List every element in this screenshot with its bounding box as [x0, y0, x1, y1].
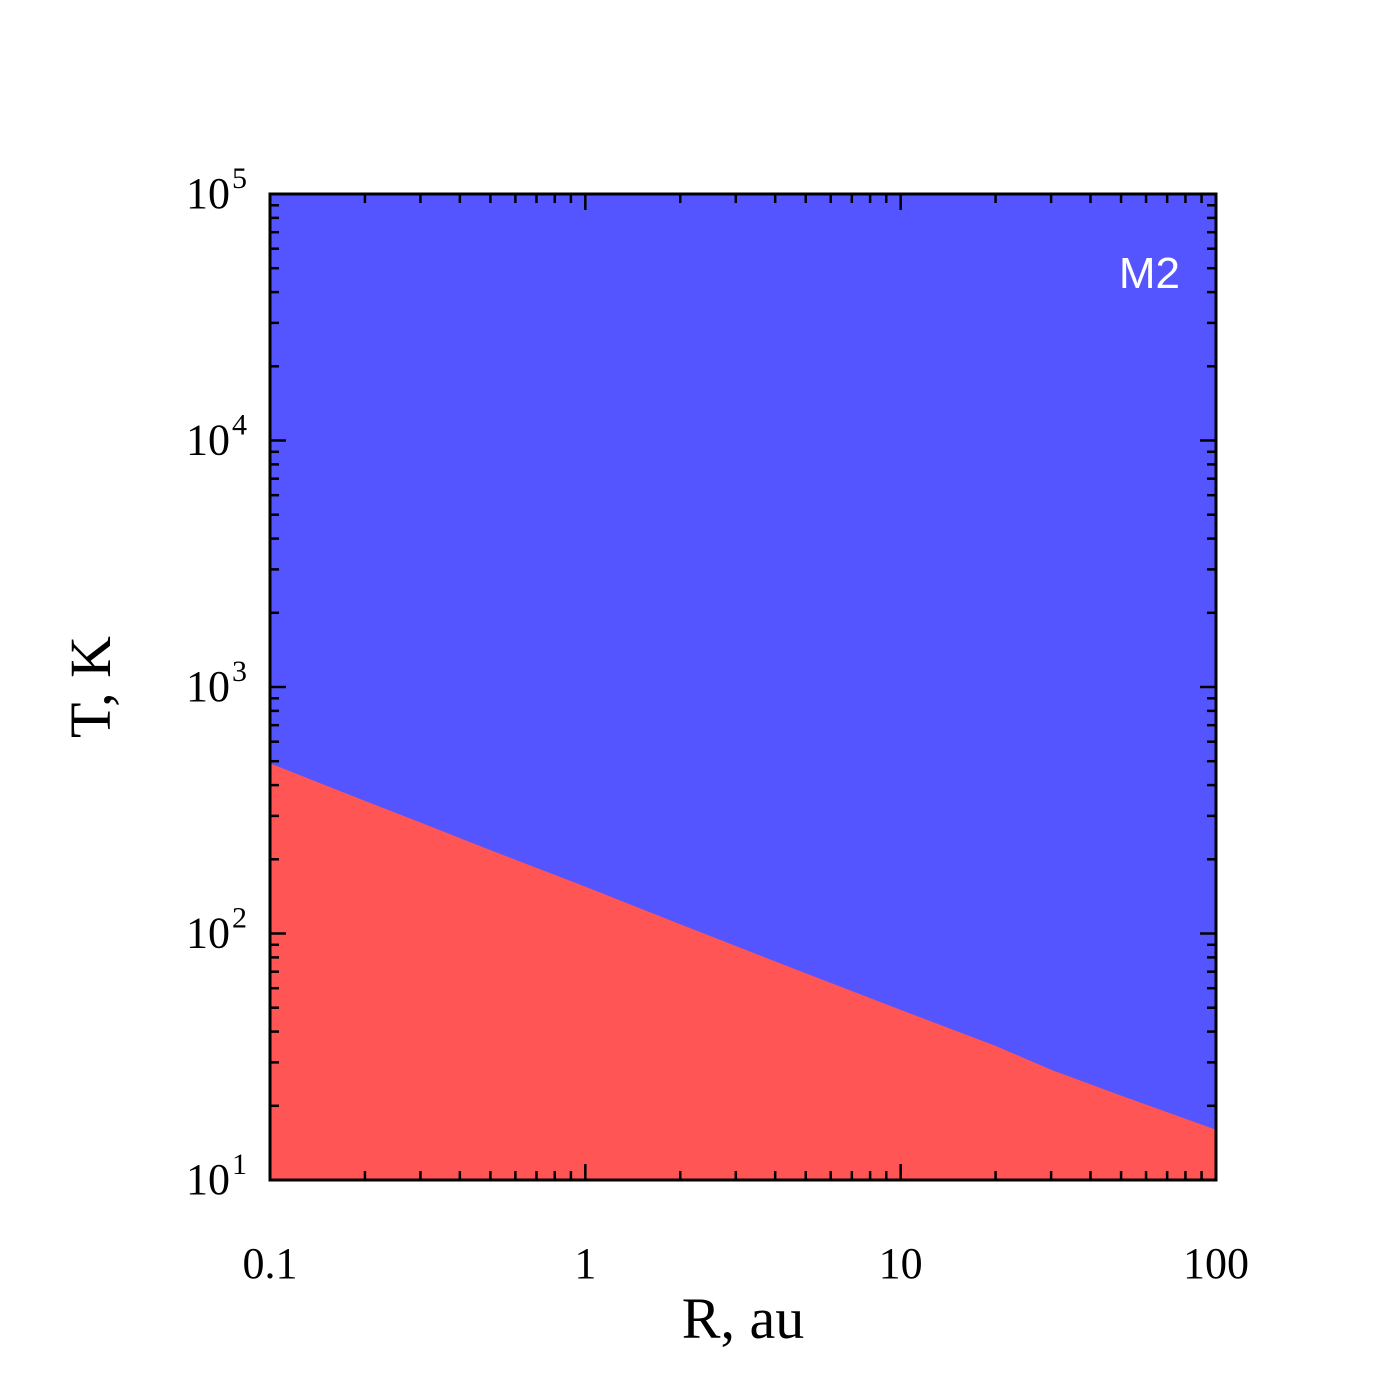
y-tick-exponent: 4: [232, 409, 247, 442]
region-below-boundary: [270, 763, 1216, 1180]
y-tick-label: 10: [186, 909, 230, 958]
panel-annotation: M2: [1119, 249, 1180, 298]
y-tick-label: 10: [186, 169, 230, 218]
y-tick-exponent: 3: [232, 655, 247, 688]
regions-layer: [270, 194, 1216, 1180]
y-tick-label: 10: [186, 416, 230, 465]
x-tick-label: 100: [1183, 1239, 1249, 1288]
y-tick-exponent: 5: [232, 162, 247, 195]
y-tick-exponent: 1: [232, 1148, 247, 1181]
y-axis-label: T, K: [58, 636, 123, 738]
y-tick-label: 10: [186, 662, 230, 711]
x-tick-label: 1: [574, 1239, 596, 1288]
x-tick-label: 10: [879, 1239, 923, 1288]
y-tick-exponent: 2: [232, 902, 247, 935]
y-tick-label: 10: [186, 1155, 230, 1204]
x-axis-label: R, au: [682, 1286, 804, 1351]
plot-frame: [268, 192, 1218, 1182]
x-tick-label: 0.1: [243, 1239, 298, 1288]
